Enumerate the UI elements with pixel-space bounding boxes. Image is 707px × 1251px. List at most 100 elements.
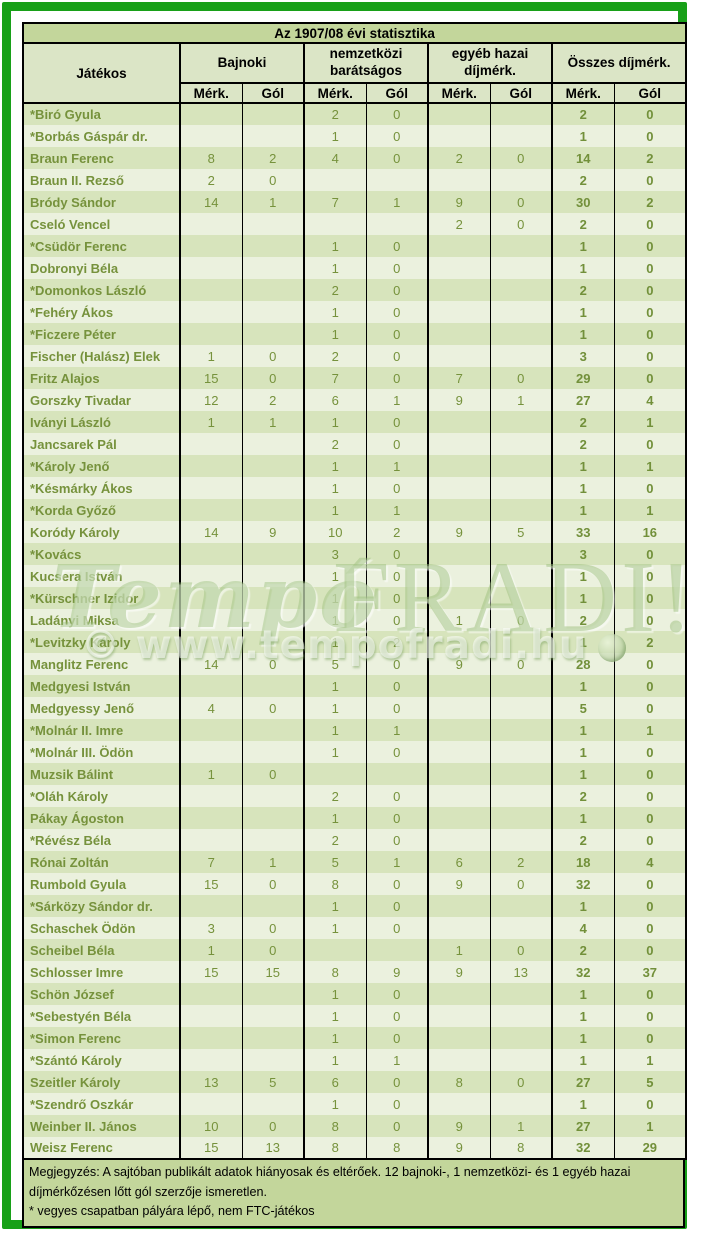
bajnoki-merk-cell bbox=[179, 543, 242, 565]
egyeb-gol-cell bbox=[489, 1049, 552, 1071]
egyeb-gol-cell bbox=[489, 785, 552, 807]
player-name: Schön József bbox=[30, 986, 114, 1002]
osszes-gol-cell: 5 bbox=[613, 1071, 687, 1093]
nemzetkozi-gol-cell: 0 bbox=[365, 829, 428, 851]
osszes-gol-cell: 0 bbox=[613, 653, 687, 675]
bajnoki-merk-cell bbox=[179, 785, 242, 807]
bajnoki-merk-cell bbox=[179, 213, 242, 235]
bajnoki-merk-cell: 1 bbox=[179, 939, 242, 961]
egyeb-gol-cell bbox=[489, 917, 552, 939]
nemzetkozi-merk-cell: 1 bbox=[303, 125, 366, 147]
nemzetkozi-merk-cell: 1 bbox=[303, 257, 366, 279]
egyeb-merk-cell bbox=[427, 697, 490, 719]
nemzetkozi-merk-cell: 6 bbox=[303, 1071, 366, 1093]
nemzetkozi-gol-cell: 0 bbox=[365, 983, 428, 1005]
egyeb-merk-cell bbox=[427, 279, 490, 301]
player-name: Bródy Sándor bbox=[30, 194, 116, 210]
table-row: Bródy Sándor 14 1 7 1 9 0 30 2 bbox=[23, 191, 687, 213]
bajnoki-gol-cell: 1 bbox=[241, 851, 304, 873]
nemzetkozi-gol-cell: 0 bbox=[365, 917, 428, 939]
osszes-gol-cell: 0 bbox=[613, 235, 687, 257]
bajnoki-gol-cell bbox=[241, 213, 304, 235]
footnotes: Megjegyzés: A sajtóban publikált adatok … bbox=[22, 1160, 685, 1228]
player-name: Manglitz Ferenc bbox=[30, 656, 129, 672]
egyeb-gol-cell: 5 bbox=[489, 521, 552, 543]
bajnoki-gol-cell bbox=[241, 125, 304, 147]
osszes-merk-cell: 1 bbox=[551, 235, 614, 257]
table-row: Koródy Károly 14 9 10 2 9 5 33 16 bbox=[23, 521, 687, 543]
egyeb-gol-cell: 13 bbox=[489, 961, 552, 983]
nemzetkozi-merk-cell: 2 bbox=[303, 279, 366, 301]
egyeb-gol-cell: 0 bbox=[489, 213, 552, 235]
nemzetkozi-gol-cell: 0 bbox=[365, 1115, 428, 1137]
bajnoki-gol-cell bbox=[241, 829, 304, 851]
nemzetkozi-merk-cell: 1 bbox=[303, 323, 366, 345]
osszes-gol-cell: 0 bbox=[613, 477, 687, 499]
osszes-gol-cell: 1 bbox=[613, 719, 687, 741]
nemzetkozi-merk-cell: 1 bbox=[303, 741, 366, 763]
nemzetkozi-gol-cell: 0 bbox=[365, 609, 428, 631]
bajnoki-gol-cell bbox=[241, 785, 304, 807]
bajnoki-gol-cell: 0 bbox=[241, 697, 304, 719]
egyeb-merk-cell: 9 bbox=[427, 873, 490, 895]
nemzetkozi-gol-cell: 0 bbox=[365, 873, 428, 895]
osszes-merk-cell: 3 bbox=[551, 543, 614, 565]
player-name: Braun II. Rezső bbox=[30, 172, 124, 188]
egyeb-gol-cell: 0 bbox=[489, 191, 552, 213]
egyeb-merk-cell bbox=[427, 675, 490, 697]
nemzetkozi-gol-cell bbox=[365, 213, 428, 235]
egyeb-merk-cell: 1 bbox=[427, 939, 490, 961]
table-row: Muzsik Bálint 1 0 1 0 bbox=[23, 763, 687, 785]
nemzetkozi-merk-cell: 1 bbox=[303, 983, 366, 1005]
osszes-merk-cell: 5 bbox=[551, 697, 614, 719]
table-row: Ladányi Miksa 1 0 1 0 2 0 bbox=[23, 609, 687, 631]
nemzetkozi-merk-cell: 3 bbox=[303, 543, 366, 565]
player-name: *Károly Jenő bbox=[30, 458, 110, 474]
egyeb-gol-cell bbox=[489, 543, 552, 565]
egyeb-gol-cell bbox=[489, 301, 552, 323]
egyeb-gol-cell bbox=[489, 741, 552, 763]
player-name: *Sebestyén Béla bbox=[30, 1008, 132, 1024]
nemzetkozi-merk-cell: 6 bbox=[303, 389, 366, 411]
bajnoki-gol-cell bbox=[241, 543, 304, 565]
table-row: *Simon Ferenc 1 0 1 0 bbox=[23, 1027, 687, 1049]
player-name: *Molnár II. Imre bbox=[30, 722, 124, 738]
bajnoki-merk-cell: 13 bbox=[179, 1071, 242, 1093]
table-row: Fischer (Halász) Elek 1 0 2 0 3 0 bbox=[23, 345, 687, 367]
nemzetkozi-gol-cell: 0 bbox=[365, 653, 428, 675]
osszes-merk-cell: 27 bbox=[551, 1071, 614, 1093]
bajnoki-gol-cell bbox=[241, 587, 304, 609]
player-name: Schaschek Ödön bbox=[30, 920, 136, 936]
osszes-merk-cell: 2 bbox=[551, 785, 614, 807]
egyeb-merk-cell bbox=[427, 1049, 490, 1071]
bajnoki-merk-cell: 3 bbox=[179, 917, 242, 939]
player-name: Scheibel Béla bbox=[30, 942, 115, 958]
bajnoki-gol-cell: 0 bbox=[241, 169, 304, 191]
table-row: Dobronyi Béla 1 0 1 0 bbox=[23, 257, 687, 279]
bajnoki-gol-cell: 0 bbox=[241, 917, 304, 939]
player-name: *Révész Béla bbox=[30, 832, 111, 848]
bajnoki-gol-cell bbox=[241, 631, 304, 653]
bajnoki-gol-cell bbox=[241, 1027, 304, 1049]
player-name: Rónai Zoltán bbox=[30, 854, 109, 870]
table-row: Medgyessy Jenő 4 0 1 0 5 0 bbox=[23, 697, 687, 719]
player-name: *Csüdör Ferenc bbox=[30, 238, 127, 254]
osszes-merk-cell: 1 bbox=[551, 1093, 614, 1115]
egyeb-gol-cell bbox=[489, 103, 552, 125]
osszes-gol-cell: 0 bbox=[613, 1093, 687, 1115]
egyeb-merk-cell bbox=[427, 345, 490, 367]
osszes-merk-cell: 1 bbox=[551, 125, 614, 147]
nemzetkozi-merk-cell: 1 bbox=[303, 565, 366, 587]
egyeb-merk-cell bbox=[427, 301, 490, 323]
player-name: *Szendrő Oszkár bbox=[30, 1096, 134, 1112]
table-row: Schaschek Ödön 3 0 1 0 4 0 bbox=[23, 917, 687, 939]
egyeb-gol-cell bbox=[489, 565, 552, 587]
nemzetkozi-merk-cell: 1 bbox=[303, 455, 366, 477]
nemzetkozi-gol-cell: 0 bbox=[365, 697, 428, 719]
nemzetkozi-merk-cell: 1 bbox=[303, 235, 366, 257]
bajnoki-merk-cell bbox=[179, 323, 242, 345]
bajnoki-merk-cell: 10 bbox=[179, 1115, 242, 1137]
egyeb-merk-cell bbox=[427, 983, 490, 1005]
bajnoki-gol-cell bbox=[241, 103, 304, 125]
table-row: Rónai Zoltán 7 1 5 1 6 2 18 4 bbox=[23, 851, 687, 873]
